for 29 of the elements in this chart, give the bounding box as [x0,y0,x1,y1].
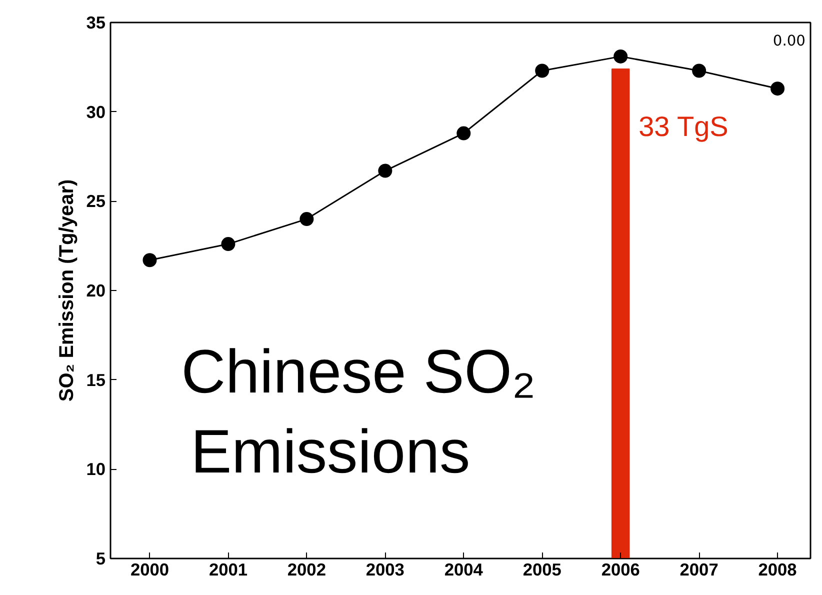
point [221,237,236,252]
x-tick-label: 2004 [444,560,484,580]
x-tick-label: 2006 [601,560,640,580]
y-tick-label: 15 [86,370,106,390]
x-tick-label: 2001 [208,560,248,580]
x-tick-label: 2000 [130,560,170,580]
point [300,212,314,226]
y-tick-label: 20 [86,280,106,300]
point [692,64,706,78]
point [770,82,785,96]
point [614,49,628,64]
x-tick-label: 2008 [758,560,798,580]
x-tick-label: 2002 [287,560,326,580]
point [456,126,471,140]
x-tick-label: 2003 [366,560,405,580]
y-axis-title: SO₂ Emission (Tg/year) [56,179,78,402]
annotation: 33 TgS [638,110,728,142]
y-tick-label: 10 [86,459,106,480]
y-tick-label: 5 [96,548,106,568]
annotation: 0.00 [772,32,806,50]
y-tick-label: 30 [86,102,106,122]
point [142,253,157,268]
y-tick-label: 35 [86,12,106,32]
x-tick-label: 2005 [522,560,562,580]
point [378,164,392,178]
y-tick-label: 25 [86,191,106,212]
x-tick-label: 2007 [680,560,718,580]
point [535,64,550,78]
text: Chinese SO₂ Emissions [181,336,536,486]
